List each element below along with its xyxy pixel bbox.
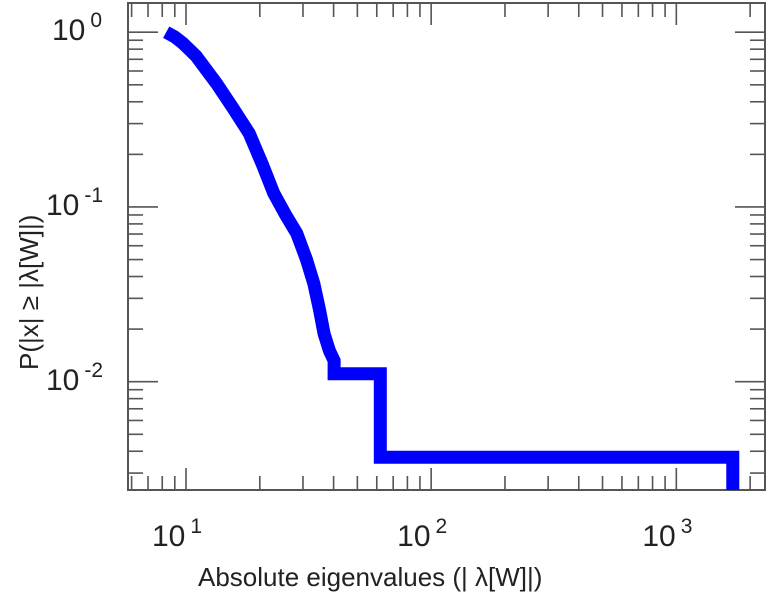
x-axis-label: Absolute eigenvalues (| λ[W]|)	[198, 562, 543, 592]
x-tick-label: 10 3	[642, 516, 692, 553]
tick-label-base: 10	[52, 14, 86, 48]
tick-label-base: 10	[46, 363, 80, 397]
tick-label-base: 10	[46, 188, 80, 222]
axis-ticks	[128, 3, 765, 490]
x-tick-label: 10 2	[397, 516, 447, 553]
tick-label-base: 10	[151, 520, 186, 553]
y-tick-label: 10 0	[52, 10, 102, 48]
tick-label-exponent: -1	[84, 183, 104, 207]
x-tick-label: 10 1	[151, 516, 202, 553]
tick-label-exponent: -2	[84, 358, 104, 382]
tick-label-exponent: 0	[90, 9, 103, 33]
y-axis-label: P(|x| ≥ |λ[W]|)	[14, 214, 44, 370]
tick-label-base: 10	[642, 520, 676, 553]
tick-label-exponent: 3	[680, 515, 693, 538]
ccdf-series-line	[163, 26, 740, 490]
tick-label-base: 10	[397, 520, 431, 553]
y-tick-label: 10 -2	[46, 360, 103, 397]
y-tick-label: 10 -1	[46, 185, 103, 222]
axes-frame	[127, 2, 766, 491]
tick-label-exponent: 2	[435, 515, 448, 538]
tick-label-exponent: 1	[190, 515, 203, 538]
